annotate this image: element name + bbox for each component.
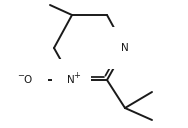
Text: N: N [67,75,75,85]
Text: −: − [17,72,24,81]
Text: N: N [121,43,129,53]
Text: O: O [24,75,32,85]
Text: +: + [74,72,80,81]
